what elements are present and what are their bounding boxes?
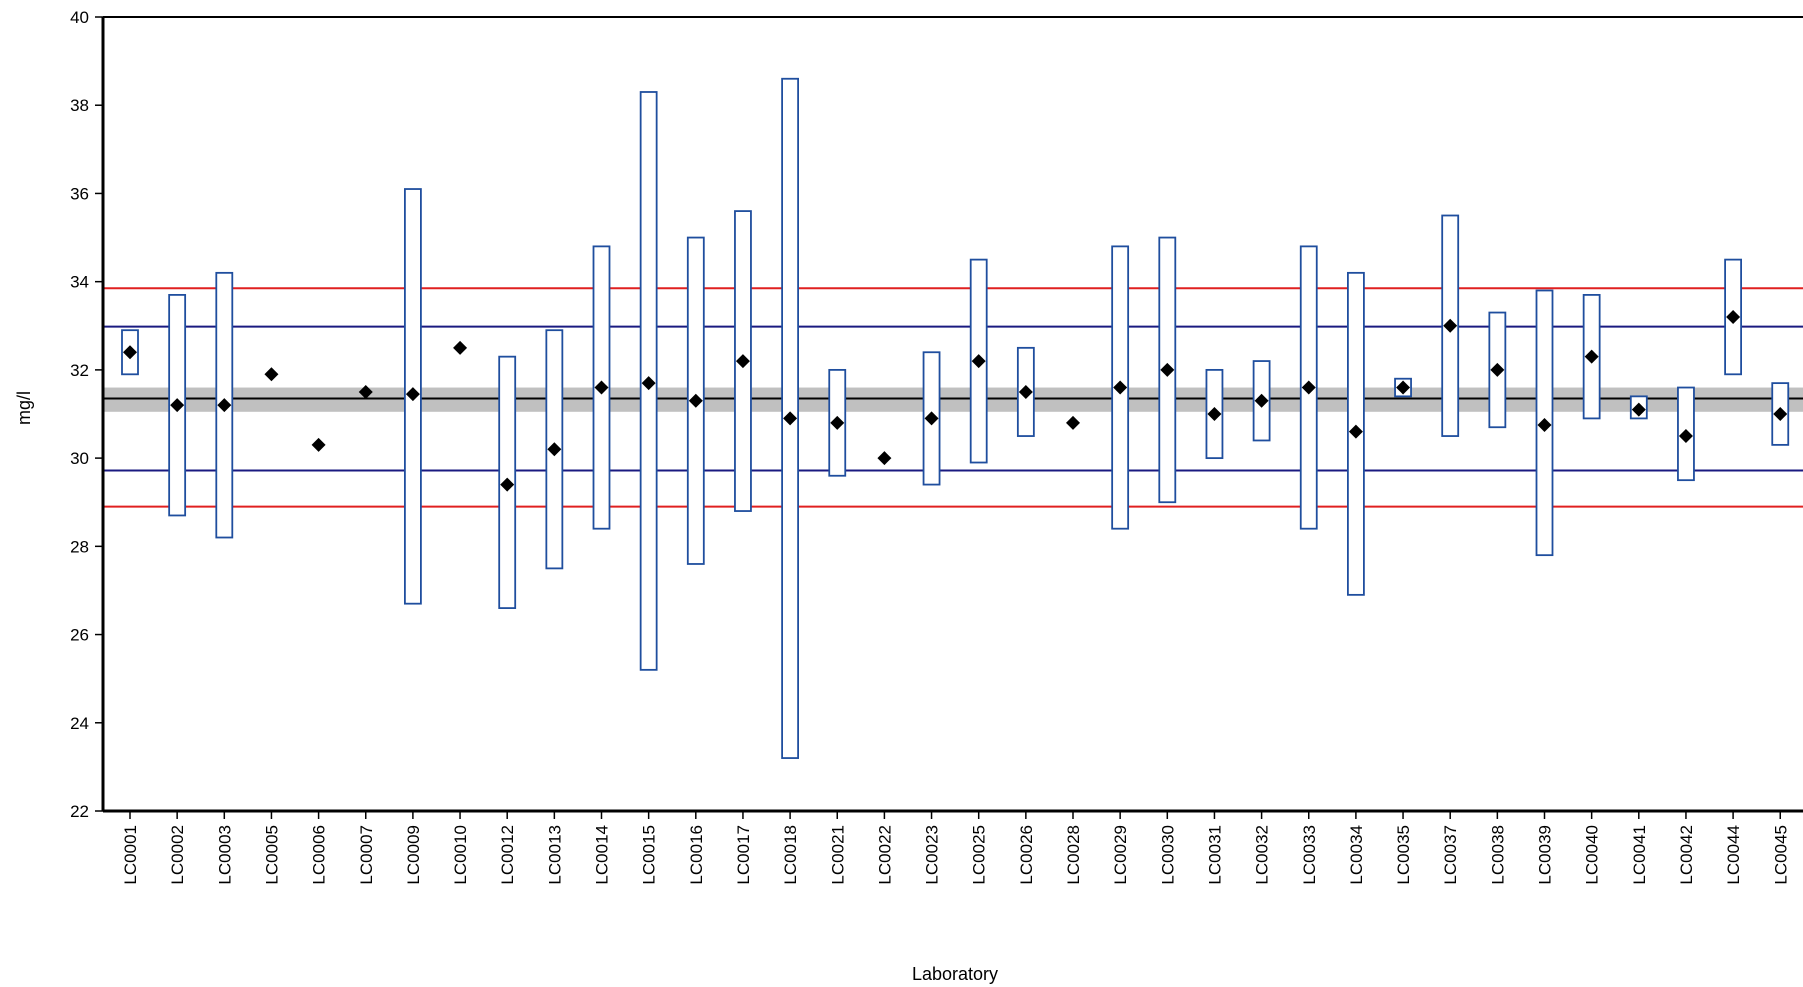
- x-tick-label-lc0017: LC0017: [734, 825, 753, 885]
- data-point-lc0044: [1726, 309, 1741, 324]
- data-point-lc0022: [877, 451, 892, 466]
- data-point-lc0028: [1066, 415, 1080, 430]
- x-tick-label-lc0025: LC0025: [970, 825, 989, 885]
- data-point-lc0040: [1584, 349, 1599, 364]
- y-tick-label-40: 40: [70, 8, 89, 27]
- x-tick-label-lc0032: LC0032: [1253, 825, 1272, 885]
- x-tick-label-lc0007: LC0007: [357, 825, 376, 885]
- data-point-lc0007: [358, 384, 373, 399]
- data-point-lc0041: [1631, 402, 1646, 417]
- data-point-lc0006: [311, 437, 326, 452]
- data-point-lc0042: [1678, 429, 1693, 444]
- data-point-lc0031: [1207, 407, 1222, 421]
- x-tick-label-lc0018: LC0018: [781, 825, 800, 885]
- data-point-lc0029: [1113, 380, 1128, 395]
- x-tick-label-lc0040: LC0040: [1583, 825, 1602, 885]
- limit-layer: [103, 287, 1803, 508]
- x-tick-label-lc0042: LC0042: [1677, 825, 1696, 885]
- data-point-lc0038: [1490, 362, 1505, 377]
- y-tick-label-30: 30: [70, 449, 89, 468]
- x-tick-label-lc0014: LC0014: [593, 825, 612, 885]
- data-point-lc0023: [924, 411, 939, 426]
- data-point-lc0030: [1160, 362, 1175, 377]
- data-point-lc0013: [547, 442, 562, 457]
- x-tick-label-lc0030: LC0030: [1158, 825, 1177, 885]
- band-layer: [103, 387, 1803, 412]
- y-axis-title: mg/l: [14, 391, 34, 425]
- x-axis-title: Laboratory: [912, 964, 998, 984]
- data-markers: [123, 309, 1788, 492]
- x-tick-label-lc0045: LC0045: [1771, 825, 1790, 885]
- x-tick-label-lc0021: LC0021: [828, 825, 847, 885]
- data-point-lc0014: [594, 380, 609, 395]
- data-point-lc0026: [1018, 384, 1033, 399]
- data-point-lc0012: [500, 477, 515, 492]
- data-point-lc0035: [1396, 380, 1411, 395]
- assigned-value-band: [103, 387, 1803, 412]
- x-tick-label-lc0023: LC0023: [923, 825, 942, 885]
- x-tick-label-lc0037: LC0037: [1441, 825, 1460, 885]
- data-point-lc0039: [1537, 418, 1552, 433]
- data-point-lc0016: [688, 393, 703, 408]
- y-tick-label-32: 32: [70, 361, 89, 380]
- x-tick-label-lc0039: LC0039: [1536, 825, 1555, 885]
- x-tick-label-lc0033: LC0033: [1300, 825, 1319, 885]
- x-tick-label-lc0010: LC0010: [451, 825, 470, 885]
- x-tick-label-lc0003: LC0003: [215, 825, 234, 885]
- y-tick-label-38: 38: [70, 96, 89, 115]
- x-tick-label-lc0026: LC0026: [1017, 825, 1036, 885]
- data-point-lc0025: [971, 354, 986, 369]
- data-point-lc0037: [1443, 318, 1458, 333]
- data-point-lc0009: [405, 387, 420, 402]
- y-tick-label-34: 34: [70, 273, 89, 292]
- x-tick-label-lc0016: LC0016: [687, 825, 706, 885]
- data-point-lc0010: [453, 340, 468, 355]
- x-tick-label-lc0006: LC0006: [310, 825, 329, 885]
- data-point-lc0003: [217, 398, 232, 413]
- x-tick-label-lc0028: LC0028: [1064, 825, 1083, 885]
- data-point-lc0032: [1254, 393, 1269, 408]
- uncertainty-boxes: [121, 77, 1790, 759]
- data-point-lc0033: [1301, 380, 1316, 395]
- x-tick-label-lc0001: LC0001: [121, 825, 140, 885]
- x-tick-label-lc0012: LC0012: [498, 825, 517, 885]
- y-tick-label-22: 22: [70, 802, 89, 821]
- x-tick-label-lc0013: LC0013: [545, 825, 564, 885]
- data-point-lc0015: [641, 376, 656, 391]
- y-tick-label-36: 36: [70, 184, 89, 203]
- data-point-lc0001: [123, 345, 137, 360]
- y-tick-label-24: 24: [70, 714, 89, 733]
- x-tick-label-lc0038: LC0038: [1488, 825, 1507, 885]
- y-tick-label-28: 28: [70, 537, 89, 556]
- x-tick-label-lc0009: LC0009: [404, 825, 423, 885]
- data-point-lc0005: [264, 367, 279, 382]
- data-point-lc0018: [783, 411, 798, 426]
- x-tick-label-lc0005: LC0005: [262, 825, 281, 885]
- x-tick-label-lc0031: LC0031: [1205, 825, 1224, 885]
- data-point-lc0045: [1773, 407, 1788, 421]
- x-tick-label-lc0022: LC0022: [875, 825, 894, 885]
- axes: [95, 16, 1803, 819]
- data-point-lc0021: [830, 415, 845, 430]
- x-tick-label-lc0035: LC0035: [1394, 825, 1413, 885]
- x-tick-label-lc0041: LC0041: [1630, 825, 1649, 885]
- x-tick-label-lc0044: LC0044: [1724, 825, 1743, 885]
- data-point-lc0034: [1348, 424, 1363, 439]
- tick-labels: 22 24 26 28 30 32 34 36 38 40 LC0001 LC0002 LC0003 LC…: [70, 8, 1790, 885]
- x-tick-label-lc0015: LC0015: [640, 825, 659, 885]
- x-tick-label-lc0034: LC0034: [1347, 825, 1366, 885]
- x-tick-label-lc0002: LC0002: [168, 825, 187, 885]
- data-point-lc0017: [735, 354, 750, 369]
- y-tick-label-26: 26: [70, 626, 89, 645]
- x-tick-label-lc0029: LC0029: [1111, 825, 1130, 885]
- data-point-lc0002: [170, 398, 185, 413]
